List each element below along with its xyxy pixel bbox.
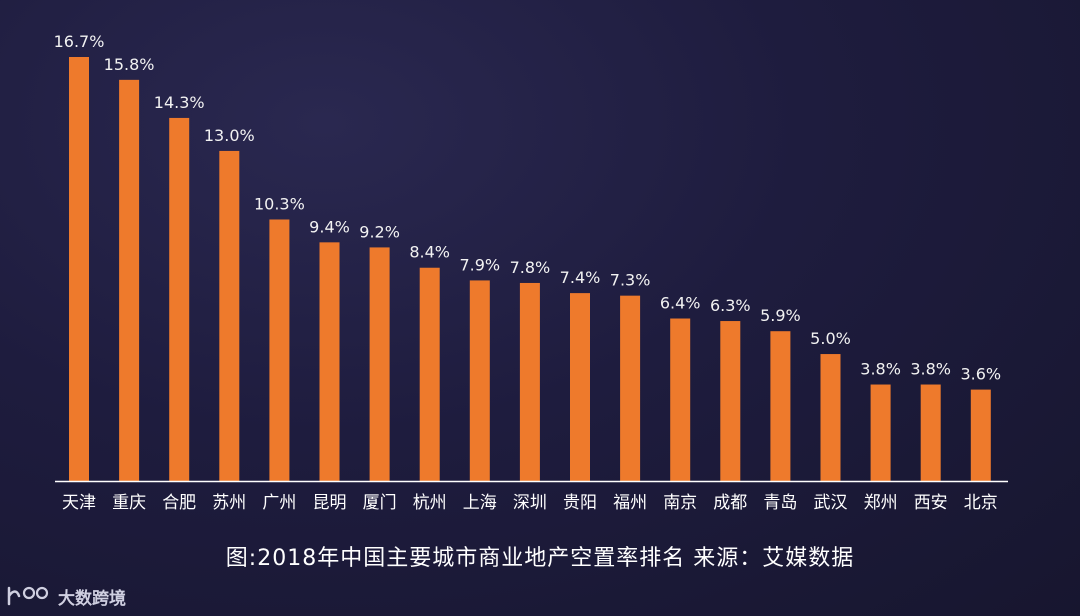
bar-合肥 <box>169 117 190 481</box>
logo-mark-icon <box>7 586 49 606</box>
category-label: 合肥 <box>162 493 196 513</box>
category-label: 深圳 <box>513 493 547 513</box>
bar-郑州 <box>870 384 891 481</box>
category-label: 重庆 <box>112 493 146 513</box>
value-label: 6.4% <box>660 294 701 313</box>
category-label: 上海 <box>463 493 497 513</box>
value-label: 7.3% <box>610 271 651 290</box>
value-label: 7.4% <box>560 268 601 287</box>
value-label: 9.2% <box>359 222 400 241</box>
value-label: 5.0% <box>810 329 851 348</box>
bar-苏州 <box>219 150 240 481</box>
value-label: 10.3% <box>254 194 305 213</box>
logo-text: 大数跨境 <box>58 588 126 609</box>
chart-caption: 图:2018年中国主要城市商业地产空置率排名 来源：艾媒数据 <box>225 546 855 571</box>
bar-福州 <box>620 295 641 481</box>
brand-logo: 大数跨境 <box>6 583 126 609</box>
category-label: 西安 <box>914 493 948 513</box>
bar-成都 <box>720 321 741 481</box>
bar-青岛 <box>770 331 791 481</box>
value-label: 16.7% <box>54 32 105 51</box>
category-label: 郑州 <box>864 493 898 513</box>
value-label: 8.4% <box>409 243 450 262</box>
value-label: 7.8% <box>510 258 551 277</box>
bar-上海 <box>469 280 490 481</box>
bar-重庆 <box>119 79 140 482</box>
category-label: 苏州 <box>212 493 246 513</box>
value-label: 9.4% <box>309 217 350 236</box>
value-label: 3.8% <box>910 360 951 379</box>
category-label: 厦门 <box>363 493 397 513</box>
value-label: 14.3% <box>154 93 205 112</box>
value-label: 7.9% <box>459 255 500 274</box>
category-label: 广州 <box>262 493 296 513</box>
value-label: 3.6% <box>960 365 1001 384</box>
value-label: 13.0% <box>204 126 255 145</box>
value-label: 5.9% <box>760 306 801 325</box>
category-label: 贵阳 <box>563 493 597 513</box>
value-label: 3.8% <box>860 360 901 379</box>
category-label: 昆明 <box>313 493 347 513</box>
bar-昆明 <box>319 242 340 481</box>
bar-贵阳 <box>570 293 590 481</box>
category-label: 武汉 <box>814 493 848 513</box>
bar-西安 <box>920 384 941 481</box>
bar-南京 <box>670 318 691 481</box>
category-label: 北京 <box>964 493 998 513</box>
bar-chart: 16.7% 天津 15.8% 重庆 14.3% 合肥 13.0% 苏州 10.3% 广州 9.4% 昆… <box>53 32 1002 513</box>
bar-杭州 <box>419 267 440 481</box>
category-label: 南京 <box>663 493 697 513</box>
bar-深圳 <box>519 282 540 481</box>
bar-厦门 <box>369 247 390 481</box>
category-label: 成都 <box>713 493 747 513</box>
value-label: 6.3% <box>710 296 751 315</box>
bar-广州 <box>269 219 290 481</box>
category-label: 杭州 <box>413 493 447 513</box>
category-label: 福州 <box>613 493 647 513</box>
category-label: 天津 <box>62 493 96 513</box>
bar-北京 <box>970 389 991 481</box>
bar-天津 <box>69 57 89 481</box>
value-label: 15.8% <box>104 55 155 74</box>
bar-武汉 <box>820 354 841 481</box>
category-label: 青岛 <box>763 493 797 513</box>
